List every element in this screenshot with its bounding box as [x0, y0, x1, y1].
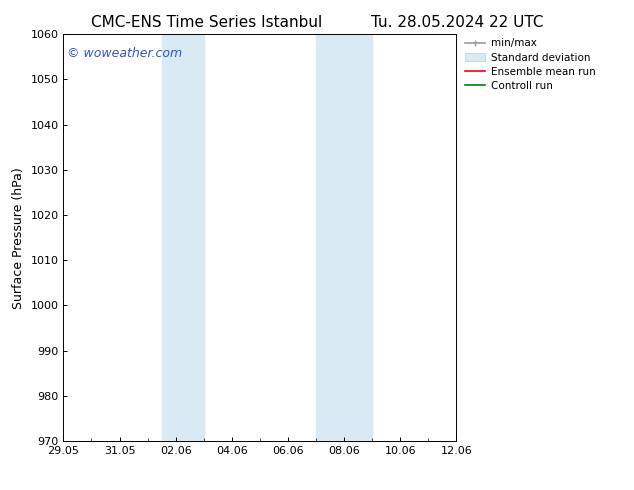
Text: © woweather.com: © woweather.com	[67, 47, 183, 59]
Y-axis label: Surface Pressure (hPa): Surface Pressure (hPa)	[12, 167, 25, 309]
Text: CMC-ENS Time Series Istanbul          Tu. 28.05.2024 22 UTC: CMC-ENS Time Series Istanbul Tu. 28.05.2…	[91, 15, 543, 30]
Legend: min/max, Standard deviation, Ensemble mean run, Controll run: min/max, Standard deviation, Ensemble me…	[460, 34, 600, 95]
Bar	[162, 34, 204, 441]
Bar	[316, 34, 372, 441]
